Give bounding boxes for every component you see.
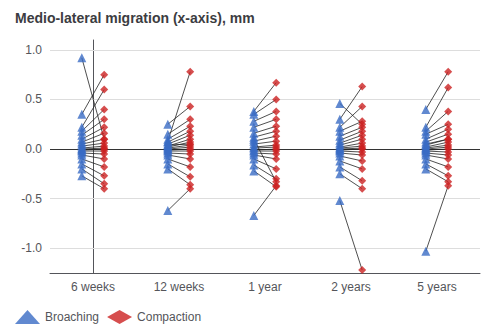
svg-text:Medio-lateral migration (x-axi: Medio-lateral migration (x-axis), mm <box>15 10 255 26</box>
svg-text:Broaching: Broaching <box>45 310 99 324</box>
svg-text:1 year: 1 year <box>248 280 281 294</box>
svg-text:0.5: 0.5 <box>25 92 42 106</box>
svg-text:5 years: 5 years <box>417 280 456 294</box>
svg-text:-1.0: -1.0 <box>21 241 42 255</box>
svg-text:-0.5: -0.5 <box>21 192 42 206</box>
svg-text:2 years: 2 years <box>331 280 370 294</box>
svg-text:12 weeks: 12 weeks <box>154 280 205 294</box>
svg-text:Compaction: Compaction <box>137 310 201 324</box>
svg-text:6 weeks: 6 weeks <box>71 280 115 294</box>
svg-text:0.0: 0.0 <box>25 142 42 156</box>
svg-text:1.0: 1.0 <box>25 43 42 57</box>
